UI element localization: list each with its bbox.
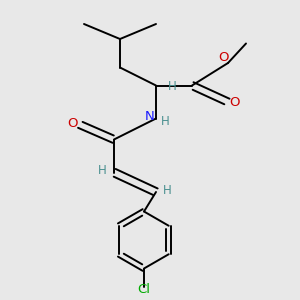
Text: H: H (163, 184, 172, 197)
Text: Cl: Cl (137, 283, 151, 296)
Text: O: O (218, 51, 229, 64)
Text: H: H (168, 80, 177, 94)
Text: O: O (230, 96, 240, 109)
Text: N: N (145, 110, 154, 124)
Text: O: O (68, 117, 78, 130)
Text: H: H (98, 164, 107, 178)
Text: H: H (161, 115, 170, 128)
